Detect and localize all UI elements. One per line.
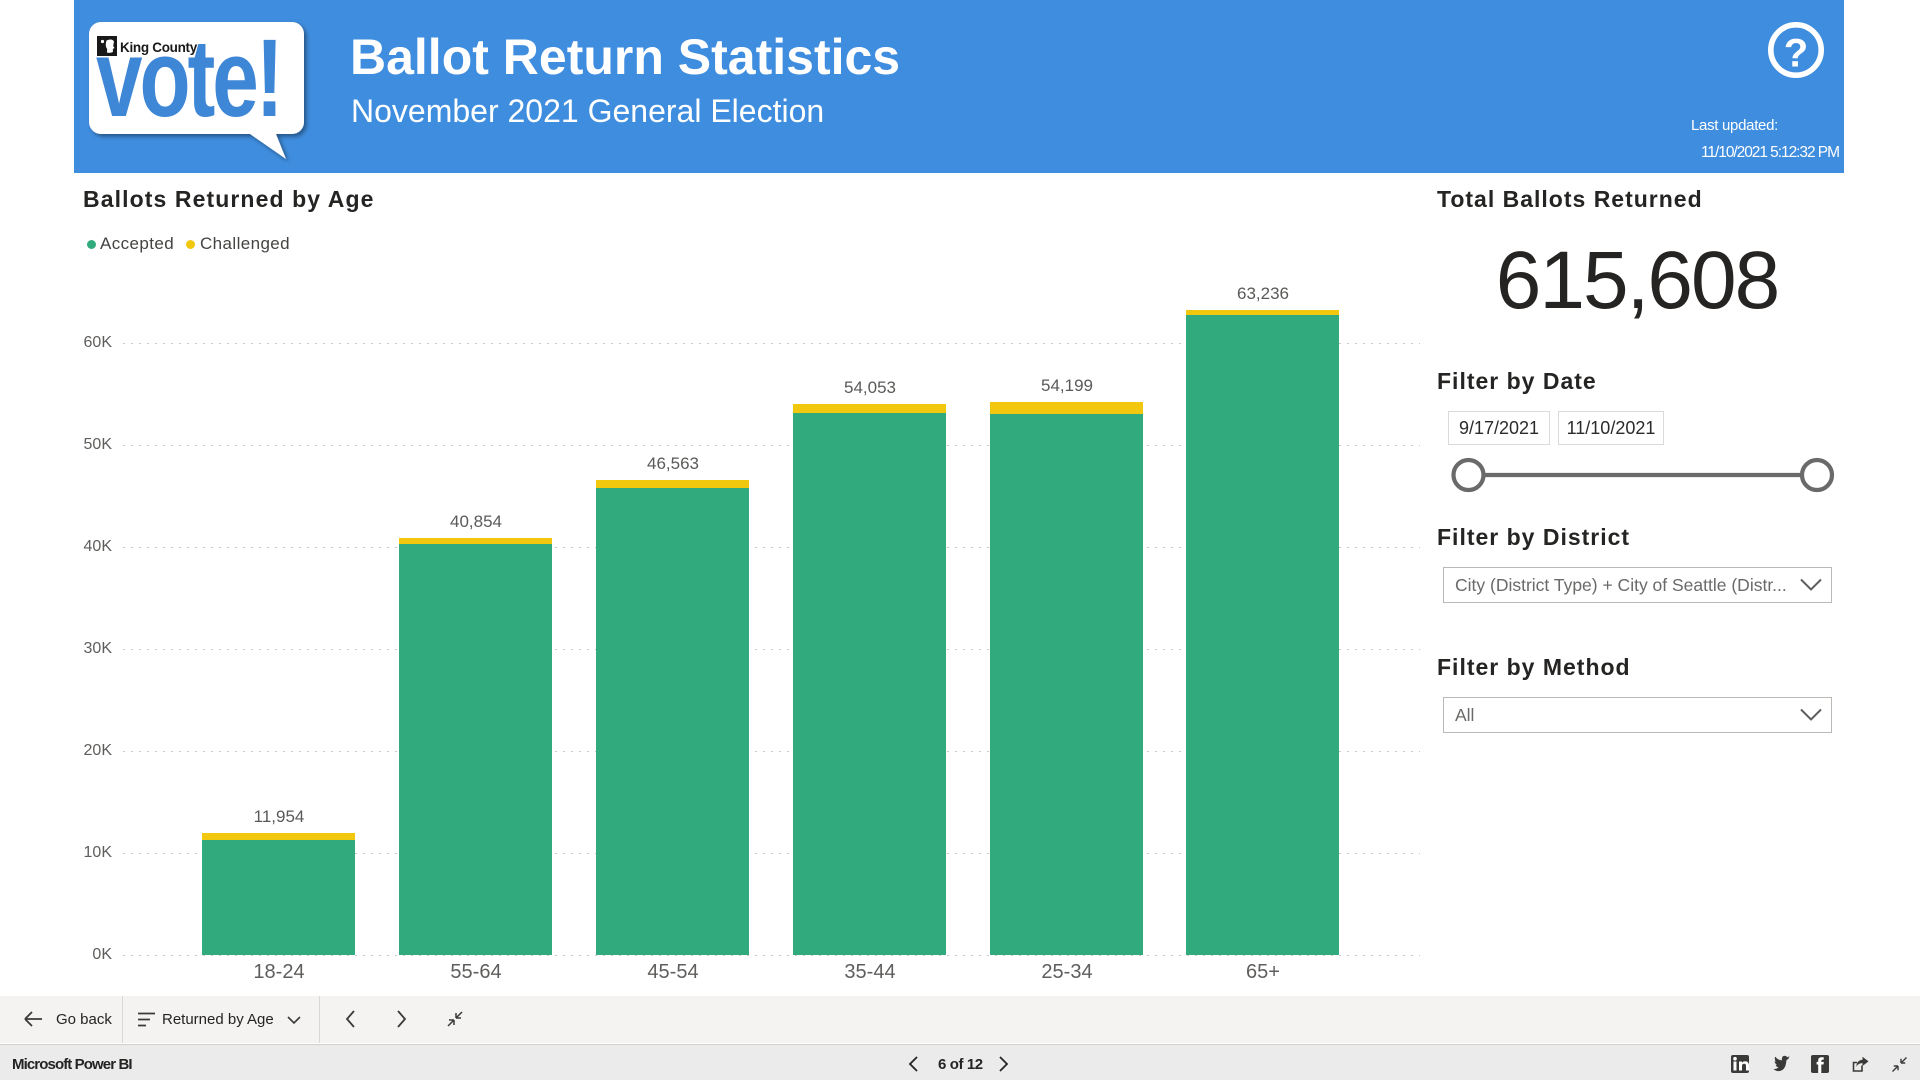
svg-text:?: ? [1784,32,1808,76]
svg-text:vote!: vote! [96,17,281,140]
svg-text:King County: King County [120,40,198,55]
